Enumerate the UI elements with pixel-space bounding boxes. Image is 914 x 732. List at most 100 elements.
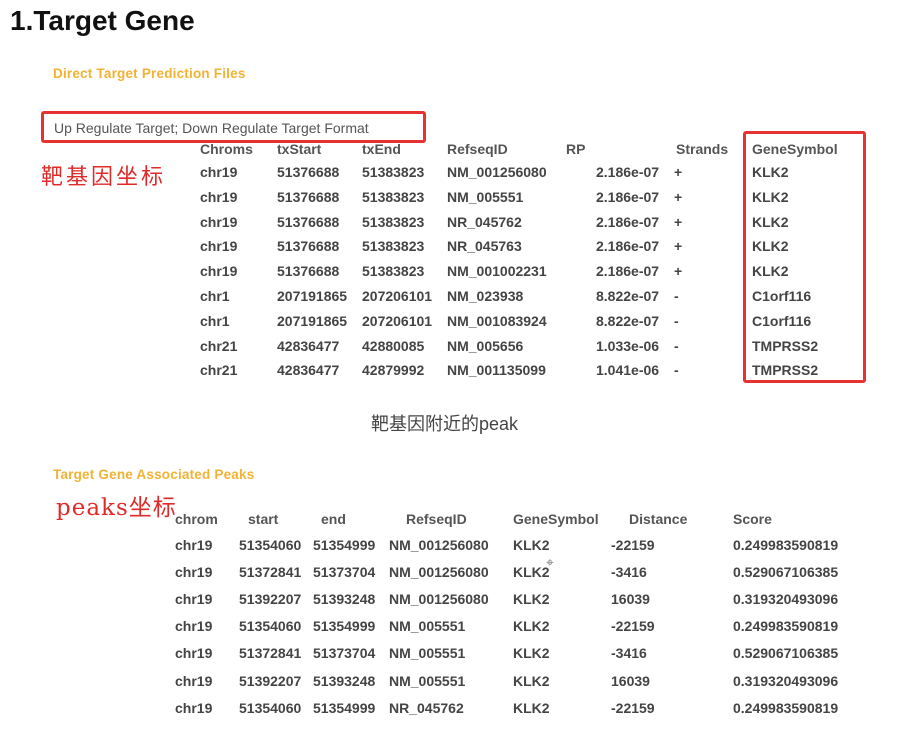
table-cell: TMPRSS2 bbox=[752, 337, 819, 354]
table-cell: NM_001083924 bbox=[447, 312, 547, 329]
table-cell: 207191865 bbox=[277, 312, 348, 329]
table-cell: -22159 bbox=[611, 699, 655, 716]
table-cell: 207206101 bbox=[362, 288, 433, 304]
table-cell: 0.249983590819 bbox=[733, 699, 839, 716]
table-cell: 0.529067106385 bbox=[733, 645, 839, 662]
table-cell: NM_001256080 bbox=[389, 537, 489, 553]
column-header: RefseqID bbox=[447, 141, 508, 157]
table-cell: chr19 bbox=[200, 238, 238, 255]
section-label-associated-peaks: Target Gene Associated Peaks bbox=[53, 467, 255, 482]
table-cell: 51383823 bbox=[362, 238, 425, 255]
table-cell: 51354060 bbox=[239, 537, 302, 553]
table-cell: chr1 bbox=[200, 288, 230, 304]
table-cell: - bbox=[674, 337, 679, 354]
table-cell: chr19 bbox=[175, 645, 213, 662]
table-cell: KLK2 bbox=[513, 699, 550, 716]
table-cell: chr19 bbox=[175, 672, 213, 689]
table-cell: 51383823 bbox=[362, 188, 425, 205]
table-cell: NR_045762 bbox=[447, 213, 522, 230]
table-cell: -22159 bbox=[611, 537, 655, 553]
table-cell: + bbox=[674, 164, 683, 180]
table-cell: NR_045763 bbox=[447, 238, 522, 255]
column-header: RefseqID bbox=[406, 511, 467, 527]
table-cell: - bbox=[674, 288, 679, 304]
table-cell: 51383823 bbox=[362, 213, 425, 230]
table-cell: 42836477 bbox=[277, 337, 340, 354]
table-cell: + bbox=[674, 188, 683, 205]
table-cell: chr19 bbox=[200, 213, 238, 230]
format-description: Up Regulate Target; Down Regulate Target… bbox=[54, 120, 369, 136]
table-cell: 2.186e-07 bbox=[596, 263, 660, 280]
table-cell: 51354999 bbox=[313, 618, 376, 635]
table-cell: 51372841 bbox=[239, 564, 302, 581]
table-cell: NM_023938 bbox=[447, 288, 524, 304]
table-cell: 16039 bbox=[611, 672, 650, 689]
column-header: Strands bbox=[676, 141, 729, 157]
table-cell: -3416 bbox=[611, 564, 647, 581]
table-cell: KLK2 bbox=[752, 164, 789, 180]
table-cell: chr19 bbox=[175, 537, 213, 553]
table-cell: + bbox=[674, 238, 683, 255]
annotation-peaks-coordinates: peaks坐标 bbox=[56, 495, 177, 521]
table-cell: 0.529067106385 bbox=[733, 564, 839, 581]
table-cell: NM_005656 bbox=[447, 337, 524, 354]
column-header: start bbox=[248, 511, 279, 527]
table-cell: chr19 bbox=[175, 564, 213, 581]
table-cell: KLK2 bbox=[513, 645, 550, 662]
table-cell: chr19 bbox=[200, 188, 238, 205]
table-cell: 0.319320493096 bbox=[733, 672, 839, 689]
table-cell: - bbox=[674, 312, 679, 329]
table-cell: 8.822e-07 bbox=[596, 288, 660, 304]
table-cell: 51354060 bbox=[239, 618, 302, 635]
table-cell: KLK2 bbox=[513, 672, 550, 689]
table-cell: 51372841 bbox=[239, 645, 302, 662]
table-cell: NM_001256080 bbox=[447, 164, 547, 180]
table-cell: NM_005551 bbox=[389, 645, 466, 662]
table-cell: 16039 bbox=[611, 591, 650, 608]
table-cell: 0.249983590819 bbox=[733, 537, 839, 553]
table-cell: NM_001002231 bbox=[447, 263, 547, 280]
table-cell: 1.033e-06 bbox=[596, 337, 660, 354]
table-cell: 42880085 bbox=[362, 337, 425, 354]
table-cell: chr21 bbox=[200, 337, 238, 354]
table-cell: KLK2 bbox=[752, 263, 789, 280]
column-header: txEnd bbox=[362, 141, 401, 157]
table-cell: KLK2 bbox=[752, 188, 789, 205]
gene-symbol-highlight-box bbox=[743, 131, 866, 383]
table-cell: - bbox=[674, 362, 679, 379]
table-cell: chr1 bbox=[200, 312, 230, 329]
table-cell: NM_001256080 bbox=[389, 564, 489, 581]
table-cell: 51376688 bbox=[277, 164, 340, 180]
table-cell: 207206101 bbox=[362, 312, 433, 329]
cursor-crosshair-icon: ⌖ bbox=[546, 554, 554, 570]
table-cell: + bbox=[674, 213, 683, 230]
table-cell: KLK2 bbox=[513, 537, 550, 553]
column-header: GeneSymbol bbox=[752, 141, 838, 157]
table-cell: 207191865 bbox=[277, 288, 348, 304]
table-cell: NM_005551 bbox=[389, 618, 466, 635]
table-cell: 0.249983590819 bbox=[733, 618, 839, 635]
table-cell: 51393248 bbox=[313, 591, 376, 608]
format-highlight-box bbox=[41, 111, 426, 143]
table-cell: chr19 bbox=[175, 699, 213, 716]
column-header: Distance bbox=[629, 511, 688, 527]
table-cell: 51383823 bbox=[362, 263, 425, 280]
table-cell: 2.186e-07 bbox=[596, 213, 660, 230]
table-cell: NM_005551 bbox=[447, 188, 524, 205]
table-cell: 1.041e-06 bbox=[596, 362, 660, 379]
column-header: chrom bbox=[175, 511, 218, 527]
table-cell: NM_001256080 bbox=[389, 591, 489, 608]
table-cell: 42836477 bbox=[277, 362, 340, 379]
table-cell: + bbox=[674, 263, 683, 280]
table-cell: KLK2 bbox=[513, 564, 550, 581]
column-header: end bbox=[321, 511, 346, 527]
table-cell: chr19 bbox=[200, 263, 238, 280]
table-cell: 51376688 bbox=[277, 263, 340, 280]
table-cell: 51354999 bbox=[313, 699, 376, 716]
table-cell: 8.822e-07 bbox=[596, 312, 660, 329]
table-cell: 51376688 bbox=[277, 238, 340, 255]
table-cell: chr21 bbox=[200, 362, 238, 379]
column-header: Chroms bbox=[200, 141, 253, 157]
table-cell: 51392207 bbox=[239, 591, 302, 608]
table-cell: 51376688 bbox=[277, 213, 340, 230]
